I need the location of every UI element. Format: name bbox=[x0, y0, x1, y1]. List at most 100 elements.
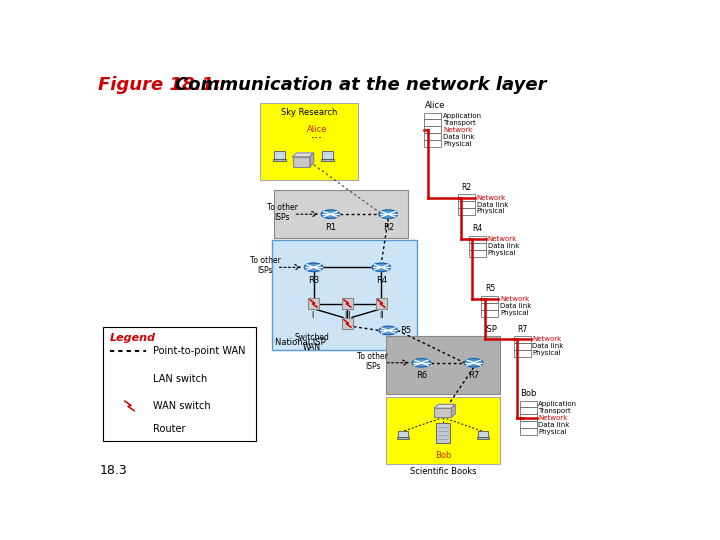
Bar bbox=[434, 408, 451, 417]
Text: Data link: Data link bbox=[539, 422, 570, 428]
Text: 18.3: 18.3 bbox=[99, 464, 127, 477]
Text: Point-to-point WAN: Point-to-point WAN bbox=[153, 346, 245, 356]
Bar bbox=[477, 437, 490, 439]
Polygon shape bbox=[142, 367, 145, 384]
Bar bbox=[436, 423, 450, 443]
FancyBboxPatch shape bbox=[386, 397, 500, 464]
FancyBboxPatch shape bbox=[260, 103, 359, 180]
FancyBboxPatch shape bbox=[272, 240, 417, 350]
Text: R3: R3 bbox=[308, 276, 319, 285]
Ellipse shape bbox=[412, 359, 431, 367]
Bar bbox=[482, 296, 498, 303]
Ellipse shape bbox=[379, 326, 397, 335]
Text: R2: R2 bbox=[383, 222, 394, 232]
Bar bbox=[122, 398, 138, 414]
Ellipse shape bbox=[119, 424, 140, 434]
Text: Data link: Data link bbox=[443, 134, 474, 140]
Polygon shape bbox=[293, 153, 314, 157]
Text: R4: R4 bbox=[472, 225, 482, 233]
Text: R7: R7 bbox=[468, 372, 480, 380]
FancyBboxPatch shape bbox=[104, 327, 256, 441]
Bar bbox=[342, 318, 354, 329]
Text: II: II bbox=[379, 311, 384, 320]
Text: Alice: Alice bbox=[307, 125, 327, 134]
Bar bbox=[322, 151, 333, 159]
Bar bbox=[459, 208, 475, 215]
Bar bbox=[425, 119, 441, 126]
Text: WAN switch: WAN switch bbox=[153, 401, 210, 411]
Bar bbox=[117, 370, 142, 384]
Bar bbox=[342, 298, 354, 309]
Text: Physical: Physical bbox=[539, 429, 567, 435]
Text: Network: Network bbox=[500, 296, 529, 302]
Text: ISP: ISP bbox=[484, 325, 497, 334]
Text: III: III bbox=[344, 311, 351, 320]
Text: R6: R6 bbox=[415, 372, 427, 380]
Text: R5: R5 bbox=[485, 285, 495, 294]
Bar bbox=[425, 112, 441, 119]
Text: Alice: Alice bbox=[425, 101, 445, 110]
Bar bbox=[469, 242, 486, 249]
Bar bbox=[478, 430, 488, 437]
Ellipse shape bbox=[305, 263, 323, 272]
Bar bbox=[514, 350, 531, 356]
Text: LAN switch: LAN switch bbox=[153, 374, 207, 384]
Text: Transport: Transport bbox=[539, 408, 571, 414]
Text: R5: R5 bbox=[400, 326, 411, 335]
Bar bbox=[469, 249, 486, 256]
Text: ...: ... bbox=[311, 127, 323, 140]
Bar bbox=[320, 159, 334, 160]
Bar bbox=[376, 298, 387, 309]
Text: Physical: Physical bbox=[500, 310, 528, 316]
Text: Physical: Physical bbox=[487, 250, 516, 256]
FancyBboxPatch shape bbox=[386, 336, 500, 394]
Bar bbox=[293, 157, 310, 167]
Text: Physical: Physical bbox=[477, 208, 505, 214]
Bar bbox=[425, 140, 441, 147]
Text: Scientific Books: Scientific Books bbox=[410, 467, 476, 476]
Text: Data link: Data link bbox=[532, 343, 564, 349]
Bar bbox=[459, 201, 475, 208]
Text: Application: Application bbox=[443, 113, 482, 119]
Bar bbox=[397, 437, 409, 439]
Text: Data link: Data link bbox=[500, 303, 531, 309]
Bar bbox=[482, 309, 498, 316]
Text: Network: Network bbox=[532, 336, 562, 342]
Polygon shape bbox=[310, 153, 314, 167]
Bar bbox=[514, 343, 531, 350]
Bar bbox=[520, 428, 537, 435]
Bar bbox=[520, 414, 537, 421]
Text: R7: R7 bbox=[517, 325, 527, 334]
Bar bbox=[520, 408, 537, 414]
Bar bbox=[273, 159, 287, 160]
Text: To other
ISPs: To other ISPs bbox=[250, 256, 281, 275]
Bar bbox=[425, 126, 441, 133]
Bar bbox=[520, 421, 537, 428]
Text: Transport: Transport bbox=[443, 120, 476, 126]
FancyBboxPatch shape bbox=[274, 190, 408, 238]
Text: Sky Research: Sky Research bbox=[281, 108, 337, 117]
Text: Network: Network bbox=[477, 194, 506, 201]
Text: Bob: Bob bbox=[435, 451, 451, 460]
Text: Communication at the network layer: Communication at the network layer bbox=[175, 76, 546, 94]
Bar bbox=[520, 401, 537, 408]
Text: Physical: Physical bbox=[443, 141, 472, 147]
Bar bbox=[469, 236, 486, 242]
Polygon shape bbox=[434, 404, 455, 408]
Ellipse shape bbox=[321, 210, 340, 218]
Text: Legend: Legend bbox=[109, 333, 156, 343]
Ellipse shape bbox=[372, 263, 390, 272]
Polygon shape bbox=[451, 404, 455, 417]
Ellipse shape bbox=[464, 359, 483, 367]
Text: Figure 18.1:: Figure 18.1: bbox=[98, 76, 221, 94]
Bar bbox=[459, 194, 475, 201]
Bar bbox=[425, 133, 441, 140]
Text: I: I bbox=[311, 311, 313, 320]
Bar bbox=[307, 298, 320, 309]
Text: Router: Router bbox=[153, 424, 185, 434]
Text: Network: Network bbox=[487, 236, 517, 242]
Polygon shape bbox=[117, 367, 145, 370]
Text: To other
ISPs: To other ISPs bbox=[266, 203, 297, 222]
Bar bbox=[482, 303, 498, 309]
Text: National ISP: National ISP bbox=[275, 339, 325, 347]
